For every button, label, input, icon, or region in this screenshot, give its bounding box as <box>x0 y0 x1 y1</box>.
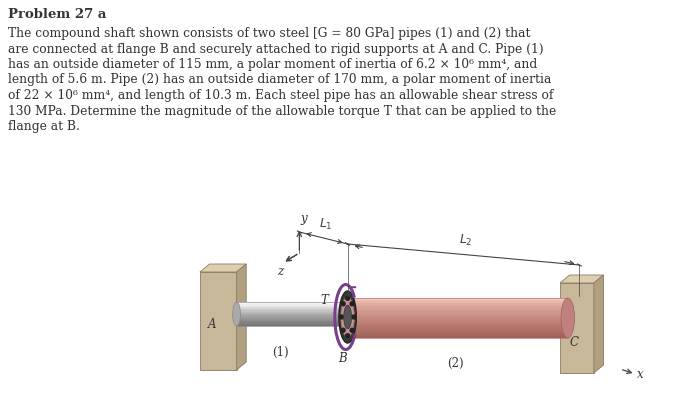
Polygon shape <box>346 300 568 301</box>
Text: (2): (2) <box>447 356 464 369</box>
Polygon shape <box>236 302 340 303</box>
Ellipse shape <box>344 305 351 329</box>
Polygon shape <box>346 311 568 313</box>
Text: (1): (1) <box>272 346 288 358</box>
Polygon shape <box>236 315 340 316</box>
Polygon shape <box>346 305 568 306</box>
Polygon shape <box>236 318 340 319</box>
Polygon shape <box>236 303 340 304</box>
Text: Problem 27 a: Problem 27 a <box>8 8 106 21</box>
Polygon shape <box>236 312 340 313</box>
Polygon shape <box>236 304 340 306</box>
Text: has an outside diameter of 115 mm, a polar moment of inertia of 6.2 × 10⁶ mm⁴, a: has an outside diameter of 115 mm, a pol… <box>8 58 537 71</box>
Text: 130 MPa. Determine the magnitude of the allowable torque T that can be applied t: 130 MPa. Determine the magnitude of the … <box>8 105 556 117</box>
Circle shape <box>346 296 349 300</box>
Polygon shape <box>236 307 340 308</box>
Circle shape <box>350 328 354 332</box>
Text: B: B <box>338 352 347 365</box>
Text: x: x <box>637 367 644 381</box>
Ellipse shape <box>233 302 240 326</box>
Text: $L_1$: $L_1$ <box>319 217 332 232</box>
Circle shape <box>346 334 349 338</box>
Polygon shape <box>346 298 568 300</box>
Text: A: A <box>208 318 216 332</box>
Polygon shape <box>346 326 568 328</box>
Ellipse shape <box>341 297 354 337</box>
Polygon shape <box>200 264 246 272</box>
Polygon shape <box>346 301 568 303</box>
Polygon shape <box>346 320 568 321</box>
Polygon shape <box>236 325 340 326</box>
Polygon shape <box>346 315 568 316</box>
Text: y: y <box>300 212 307 225</box>
Ellipse shape <box>339 291 356 343</box>
Polygon shape <box>236 306 340 307</box>
Text: The compound shaft shown consists of two steel [G = 80 GPa] pipes (1) and (2) th: The compound shaft shown consists of two… <box>8 27 530 40</box>
Polygon shape <box>236 314 340 315</box>
Text: T: T <box>321 294 328 306</box>
Polygon shape <box>346 333 568 335</box>
Polygon shape <box>236 309 340 310</box>
Text: length of 5.6 m. Pipe (2) has an outside diameter of 170 mm, a polar moment of i: length of 5.6 m. Pipe (2) has an outside… <box>8 73 551 87</box>
Polygon shape <box>236 324 340 325</box>
Ellipse shape <box>561 298 575 338</box>
Polygon shape <box>346 318 568 320</box>
Polygon shape <box>346 325 568 326</box>
Text: are connected at flange B and securely attached to rigid supports at A and C. Pi: are connected at flange B and securely a… <box>8 43 543 55</box>
Polygon shape <box>236 264 246 370</box>
Circle shape <box>350 302 354 306</box>
Polygon shape <box>346 321 568 323</box>
Text: flange at B.: flange at B. <box>8 120 79 133</box>
Circle shape <box>341 302 345 306</box>
Text: C: C <box>569 336 578 350</box>
Polygon shape <box>560 283 594 373</box>
Polygon shape <box>346 316 568 318</box>
Polygon shape <box>346 331 568 333</box>
Polygon shape <box>236 321 340 322</box>
Text: $L_2$: $L_2$ <box>459 233 472 249</box>
Text: of 22 × 10⁶ mm⁴, and length of 10.3 m. Each steel pipe has an allowable shear st: of 22 × 10⁶ mm⁴, and length of 10.3 m. E… <box>8 89 553 102</box>
Polygon shape <box>346 303 568 305</box>
Polygon shape <box>236 316 340 318</box>
Polygon shape <box>346 335 568 336</box>
Polygon shape <box>200 272 236 370</box>
Circle shape <box>340 315 343 319</box>
Polygon shape <box>346 330 568 331</box>
Polygon shape <box>560 275 603 283</box>
Polygon shape <box>346 328 568 330</box>
Polygon shape <box>346 310 568 311</box>
Polygon shape <box>236 308 340 309</box>
Polygon shape <box>236 313 340 314</box>
Circle shape <box>341 328 345 332</box>
Polygon shape <box>236 322 340 324</box>
Polygon shape <box>346 336 568 338</box>
Polygon shape <box>346 308 568 310</box>
Polygon shape <box>236 320 340 321</box>
Polygon shape <box>594 275 603 373</box>
Circle shape <box>352 315 356 319</box>
Polygon shape <box>346 313 568 315</box>
Polygon shape <box>346 323 568 325</box>
Text: z: z <box>277 265 284 278</box>
Polygon shape <box>236 319 340 320</box>
Polygon shape <box>236 310 340 312</box>
Polygon shape <box>346 306 568 308</box>
